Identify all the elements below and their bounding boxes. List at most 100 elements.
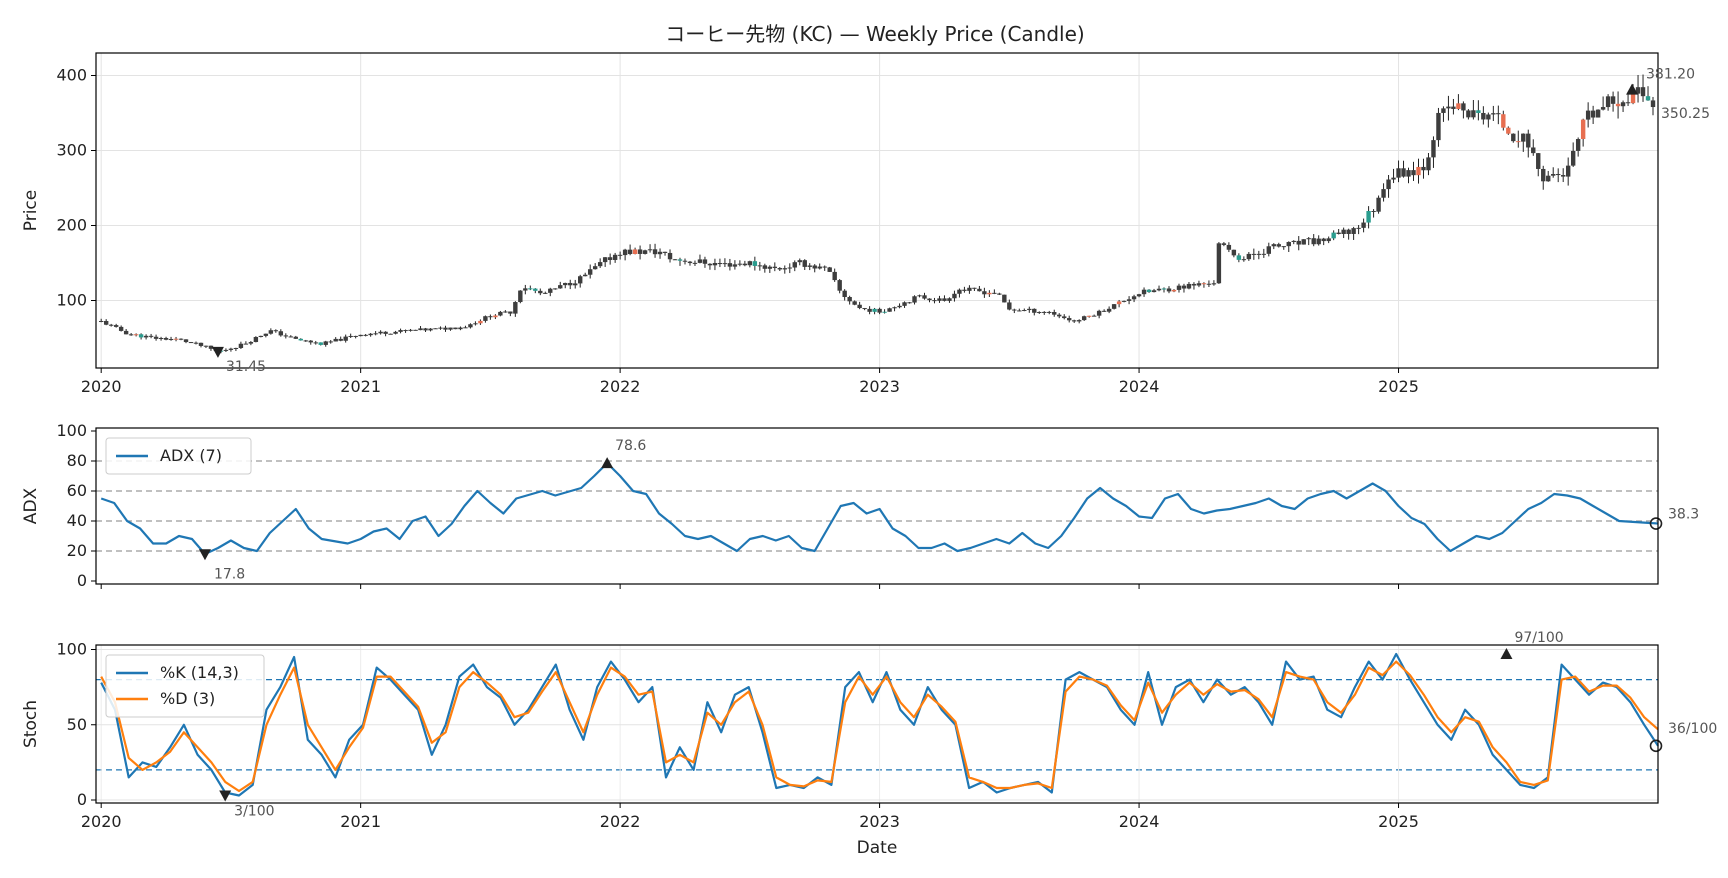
candle-body [962,289,967,291]
min-price-marker [211,346,224,358]
x-tick-label: 2022 [600,377,641,396]
candle-body [1271,244,1276,247]
candle-body [1191,283,1197,286]
candle-body [433,328,438,330]
candle-body [1306,238,1311,240]
candle-body [992,292,997,294]
candle-body [103,320,109,325]
candle-body [807,265,812,267]
x-tick-label: 2023 [859,812,900,831]
candle-body [258,335,264,338]
legend-label: ADX (7) [160,446,222,465]
y-tick-label: 200 [56,216,87,235]
candle-body [1251,253,1257,255]
candle-body [1286,241,1291,247]
candle-body [767,266,773,269]
min-stoch-label: 3/100 [234,803,274,819]
candle-body [188,342,194,344]
adx-panel: 0 20 40 60 80 100 ADX ADX (7) 78.6 17.8 38.3 [21,421,1699,590]
min-adx-marker [198,549,211,561]
candle-body [842,290,847,298]
max-stoch-label: 97/100 [1514,630,1563,646]
y-tick-label: 400 [56,66,87,85]
candle-body [398,330,403,332]
candle-body [1246,253,1252,260]
candle-body [1381,189,1386,198]
candle-body [987,292,992,295]
candle-body [887,308,892,312]
candle-body [458,327,463,330]
candle-body [1620,102,1626,107]
candle-body [348,335,353,337]
x-tick-label: 2025 [1378,812,1419,831]
candle-body [1047,311,1052,313]
candle-body [1575,139,1581,151]
candle-body [1002,294,1007,303]
legend: ADX (7) [105,437,252,475]
candle-body [233,347,239,349]
candle-body [652,249,658,255]
candle-body [647,249,653,251]
candle-body [1146,289,1152,293]
candle-body [283,335,289,337]
candle-body [682,260,688,262]
min-price-label: 31.45 [226,359,266,375]
candle-body [867,308,872,312]
candle-body [238,343,244,348]
candle-body [248,342,254,344]
candle-body [153,336,159,339]
candle-body [1441,108,1446,113]
candle-body [1336,232,1341,235]
candle-body [373,333,378,335]
candle-body [1151,290,1157,293]
candle-body [533,288,538,291]
candle-body [1111,304,1117,309]
candle-body [832,271,837,281]
y-axis-label: ADX [21,487,41,524]
candle-body [1481,112,1486,120]
candle-body [313,342,318,344]
candle-body [1560,175,1566,177]
y-tick-label: 40 [67,511,87,530]
candle-body [1541,168,1546,182]
candle-body [977,288,982,292]
candle-body [523,288,528,291]
max-price-marker [1626,83,1639,95]
candle-body [1062,316,1067,319]
candle-body [1610,96,1616,104]
candle-body [957,289,962,294]
candle-body [757,265,763,267]
x-axis-label: Date [857,838,898,858]
candle-body [817,266,822,269]
y-tick-label: 60 [67,481,87,500]
candle-body [1491,113,1496,115]
candle-body [1086,315,1092,317]
candle-body [1017,310,1022,312]
candle-body [1141,289,1147,295]
candle-body [752,261,758,266]
candle-body [1341,229,1346,235]
candle-body [742,263,748,266]
candle-body [1057,314,1062,317]
candle-body [293,336,298,339]
candle-body [303,340,308,342]
max-adx-marker [601,457,614,469]
plot-frame [95,52,1659,369]
candle-body [368,333,373,336]
candle-body [493,315,498,318]
legend: %K (14,3) %D (3) [105,654,265,718]
candle-body [1546,175,1551,182]
candle-body [897,305,902,308]
candle-body [642,250,648,254]
candle-body [268,330,274,334]
candle-body [148,335,154,337]
candle-body [1052,312,1057,315]
candle-body [1615,103,1621,107]
y-axis-label: Stoch [21,700,41,748]
candle-body [1600,107,1606,110]
candle-body [782,268,787,270]
candle-body [253,337,259,343]
candle-body [1211,283,1217,285]
candle-body [118,326,124,331]
y-axis-label: Price [21,190,41,231]
